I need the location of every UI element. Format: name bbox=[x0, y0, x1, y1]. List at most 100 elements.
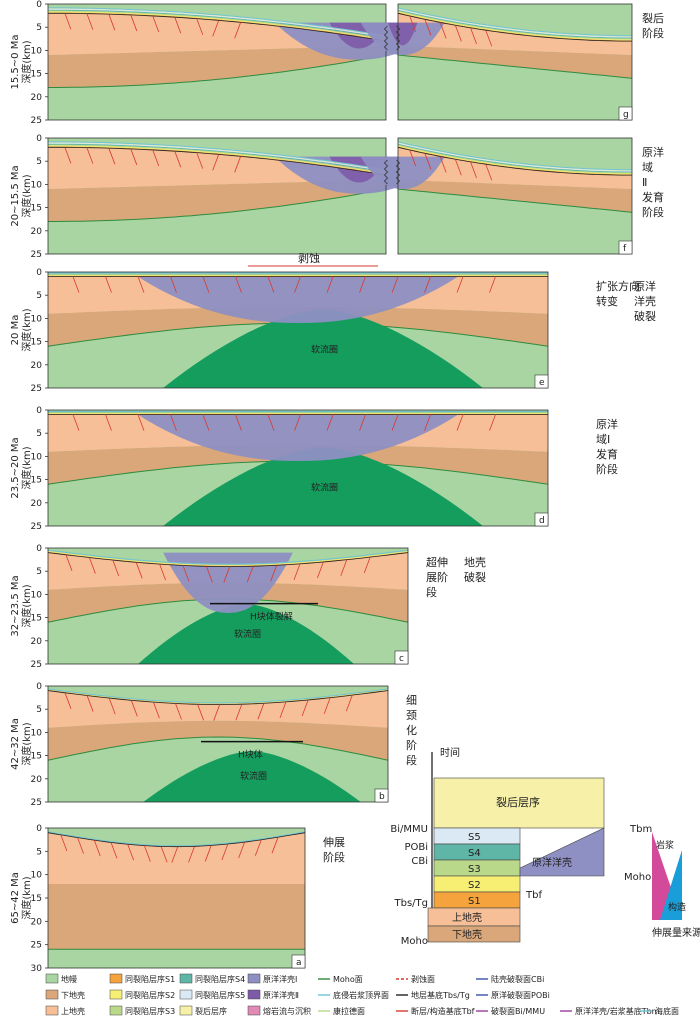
panel-d-stage-label: 发育 bbox=[596, 447, 618, 461]
panel-c-letter-box bbox=[394, 650, 409, 665]
legend-item: 地层基底Tbs/Tg bbox=[396, 990, 470, 1000]
panel-d-fault-7 bbox=[294, 414, 301, 431]
legend-label: 原洋洋壳Ⅱ bbox=[263, 990, 299, 1000]
legend-swatch bbox=[109, 1005, 123, 1016]
panel-a-fault-1 bbox=[77, 837, 84, 854]
legend-label: Moho面 bbox=[333, 975, 363, 984]
panel-c-fault-5 bbox=[182, 565, 190, 582]
panel-c-stage-label-2: 地壳 bbox=[464, 555, 486, 569]
panel-a-tick-label: 0 bbox=[36, 824, 42, 834]
legend-item: 裂后层序 bbox=[179, 1005, 227, 1016]
panel-e-fault-10 bbox=[391, 276, 399, 293]
panel-f-right-fault-4 bbox=[470, 161, 477, 179]
source-wedge-tectonic bbox=[660, 850, 682, 920]
panel-f-axis-label: 深度(km) bbox=[20, 174, 33, 217]
panel-e-fault-11 bbox=[424, 276, 431, 293]
column-right-label: Tbf bbox=[525, 890, 542, 901]
panel-e-sediment-2 bbox=[48, 274, 548, 275]
legend-swatch bbox=[247, 1005, 261, 1016]
panel-g-right-frame bbox=[397, 3, 633, 121]
column-left-label: CBi bbox=[411, 856, 428, 867]
panel-d-stage-label: 域Ⅰ bbox=[596, 433, 610, 446]
panel-f-left-fault-6 bbox=[196, 152, 204, 169]
panel-c-fault-13 bbox=[363, 557, 371, 574]
panel-a-lower-crust bbox=[48, 884, 305, 950]
panel-g-left-lower-crust bbox=[48, 45, 386, 88]
panel-c-asthenosphere-label: 软流圈 bbox=[234, 628, 261, 640]
panel-b-basement-line bbox=[47, 690, 389, 706]
panel-f-right-seafloor-line bbox=[397, 141, 632, 171]
legend-swatch bbox=[109, 989, 123, 1000]
panel-g-left-seafloor-line bbox=[48, 7, 387, 37]
panel-b-fault-5 bbox=[175, 703, 182, 720]
panel-c-asthenosphere bbox=[138, 603, 354, 664]
legend-label: 底侵岩浆顶界面 bbox=[333, 990, 389, 1000]
panel-f-right-proto-crust-1 bbox=[360, 156, 445, 189]
legend-item: 下地壳 bbox=[45, 989, 85, 1000]
legend-swatch bbox=[179, 989, 193, 1000]
panel-f-stage-label: Ⅱ bbox=[642, 176, 647, 189]
panel-c-lower-crust bbox=[48, 582, 408, 623]
panel-e-lower-crust bbox=[48, 306, 548, 347]
legend-label: 陆壳破裂面CBi bbox=[491, 974, 544, 984]
panel-c-tick-label: 15 bbox=[31, 614, 42, 624]
source-label: 伸展量来源 bbox=[652, 926, 700, 939]
panel-b-fault-2 bbox=[108, 697, 116, 715]
panel-e-fault-6 bbox=[267, 276, 275, 293]
panel-f-left-fault-8 bbox=[234, 156, 242, 173]
legend-item: 同裂陷层序S4 bbox=[179, 973, 245, 984]
column-layer-label: S1 bbox=[468, 896, 481, 907]
legend-item: 海底面 bbox=[640, 1006, 679, 1016]
panel-g-left-fault-1 bbox=[86, 13, 94, 30]
panel-a-letter: a bbox=[296, 958, 302, 968]
panel-g-left-fault-5 bbox=[174, 17, 182, 34]
panel-a-fault-10 bbox=[221, 843, 229, 861]
panel-f-right-fault-5 bbox=[485, 164, 493, 181]
legend-item: 同裂陷层序S1 bbox=[109, 973, 175, 984]
panel-c-fault-0 bbox=[65, 554, 73, 571]
legend-item: 剥蚀面 bbox=[396, 974, 435, 984]
panel-a-basement-line bbox=[47, 832, 306, 848]
panel-b-age-label: 42~32 Ma bbox=[10, 718, 21, 770]
panel-b-stage-label: 段 bbox=[406, 753, 417, 767]
panel-e-tick-label: 5 bbox=[36, 291, 42, 301]
panel-g-right-seafloor-line bbox=[397, 7, 632, 37]
panel-a-seafloor-line bbox=[47, 831, 306, 847]
panel-d-fault-10 bbox=[391, 414, 399, 431]
panel-a-fault-7 bbox=[171, 846, 179, 863]
panel-f-depth-axis: 深度(km)20~15.5 Ma bbox=[10, 165, 33, 226]
panel-g-right-fault-2 bbox=[439, 22, 447, 39]
panel-c-tick-label: 5 bbox=[36, 567, 42, 577]
panel-g-right-fault-1 bbox=[424, 19, 432, 36]
panel-f-right-lower-crust bbox=[398, 179, 632, 213]
panel-g-right-basement-line bbox=[397, 12, 632, 42]
legend-label: 海底面 bbox=[655, 1006, 679, 1016]
panel-e-fault-2 bbox=[137, 276, 145, 293]
panel-c-fault-7 bbox=[223, 566, 231, 583]
panel-a-fault-9 bbox=[204, 845, 212, 862]
column-proto-crust bbox=[519, 827, 605, 877]
panel-b-lower-crust bbox=[48, 720, 388, 761]
panel-g-left-fault-4 bbox=[152, 15, 160, 33]
panel-g-tick-label: 15 bbox=[31, 70, 42, 80]
panel-e-fault-7 bbox=[294, 276, 301, 293]
panel-g-right-lower-crust bbox=[398, 45, 632, 79]
panel-d-asthenosphere-label: 软流圈 bbox=[311, 482, 338, 494]
panel-d-asthenosphere bbox=[163, 447, 483, 526]
panel-a-axis-label: 深度(km) bbox=[20, 876, 33, 919]
column-left-label: Bi/MMU bbox=[390, 824, 428, 835]
panel-b-fault-13 bbox=[345, 695, 353, 712]
panel-c-fault-12 bbox=[340, 559, 348, 576]
panel-d-stage-label: 阶段 bbox=[596, 462, 618, 476]
panel-e-sediment-1 bbox=[48, 275, 548, 276]
panel-g-axis-label: 深度(km) bbox=[20, 40, 33, 83]
panel-e-fault-1 bbox=[105, 276, 112, 293]
panel-e-fault-9 bbox=[359, 276, 366, 293]
panel-d-fault-2 bbox=[137, 414, 145, 431]
panel-e-stage-label: 扩张方向 bbox=[596, 279, 640, 293]
panel-f-right-basement-line bbox=[397, 146, 632, 176]
panel-d-fault-13 bbox=[489, 414, 496, 431]
panel-c-tick-label: 0 bbox=[36, 544, 42, 554]
